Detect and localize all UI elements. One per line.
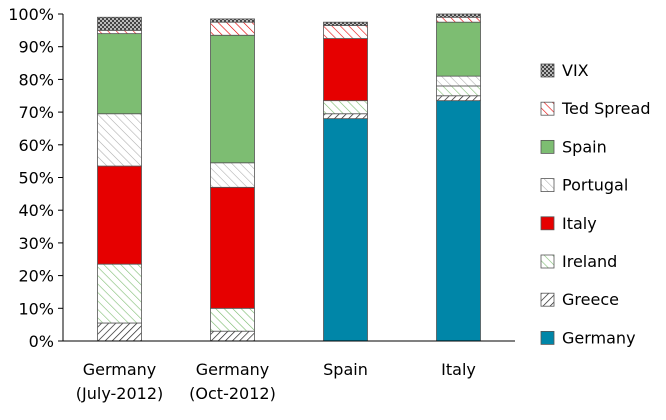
bar-segment-portugal-germany-oct-2012 (210, 162, 255, 188)
x-axis: Germany (July-2012) Germany (Oct-2012) Spain… (63, 340, 515, 403)
bar-segment-greece-italy (436, 95, 481, 102)
bar-segment-germany-italy (436, 100, 481, 342)
bar-segment-ted-spread-germany-july-2012 (97, 29, 142, 35)
x-category-label: Italy (441, 360, 476, 379)
bar-segment-ireland-italy (436, 85, 481, 97)
bar-segment-ireland-germany-oct-2012 (210, 307, 255, 332)
bar-segment-portugal-italy (436, 75, 481, 87)
x-category-label: (Oct-2012) (189, 384, 276, 403)
legend-label-ireland: Ireland (562, 252, 617, 271)
y-tick-label: 80% (18, 70, 54, 89)
y-tick-label: 10% (18, 299, 54, 318)
legend-swatch-germany (540, 330, 555, 345)
x-category-label: Germany (83, 360, 157, 379)
bar-segment-vix-italy (436, 13, 481, 18)
x-category-label: Germany (196, 360, 270, 379)
bar-segment-greece-germany-oct-2012 (210, 330, 255, 342)
bar-segment-ted-spread-italy (436, 16, 481, 23)
y-tick-label: 50% (18, 169, 54, 188)
y-tick-label: 20% (18, 267, 54, 286)
bar-segment-vix-germany-oct-2012 (210, 18, 255, 23)
x-category-label: Spain (323, 360, 368, 379)
bar-segment-spain-germany-july-2012 (97, 33, 142, 115)
legend: VIX Ted Spread Spain Portugal Italy Ireland Gr… (540, 61, 650, 347)
bar-segment-ireland-spain (323, 100, 368, 115)
x-category-label: (July-2012) (76, 384, 163, 403)
y-axis: 0% 10% 20% 30% 40% 50% 60% 70% 80% 90% 100% (8, 5, 64, 351)
bar-segment-greece-spain (323, 113, 368, 120)
y-tick-label: 70% (18, 103, 54, 122)
legend-swatch-greece (540, 292, 555, 307)
legend-swatch-italy (540, 216, 555, 231)
bar-segment-ted-spread-spain (323, 25, 368, 39)
legend-label-ted-spread: Ted Spread (561, 99, 650, 118)
y-tick-label: 30% (18, 234, 54, 253)
bar-segment-italy-spain (323, 38, 368, 102)
legend-label-italy: Italy (562, 214, 597, 233)
y-tick-label: 60% (18, 136, 54, 155)
bars (97, 13, 481, 342)
bar-segment-vix-spain (323, 21, 368, 26)
bar-segment-portugal-germany-july-2012 (97, 113, 142, 167)
bar-segment-ireland-germany-july-2012 (97, 263, 142, 324)
legend-label-greece: Greece (562, 290, 619, 309)
y-tick-label: 100% (8, 5, 54, 24)
legend-label-spain: Spain (562, 137, 607, 156)
bar-segment-spain-italy (436, 21, 481, 77)
legend-label-vix: VIX (562, 61, 589, 80)
y-tick-label: 90% (18, 38, 54, 57)
legend-swatch-portugal (540, 178, 555, 193)
legend-label-germany: Germany (562, 328, 636, 347)
y-tick-label: 40% (18, 201, 54, 220)
bar-segment-italy-germany-july-2012 (97, 165, 142, 265)
y-tick-label: 0% (29, 332, 54, 351)
legend-swatch-ireland (540, 254, 555, 269)
legend-label-portugal: Portugal (562, 176, 628, 195)
bar-segment-spain-germany-oct-2012 (210, 34, 255, 164)
bar-segment-germany-spain (323, 118, 368, 342)
bar-segment-ted-spread-germany-oct-2012 (210, 21, 255, 36)
legend-swatch-vix (540, 63, 555, 78)
bar-segment-greece-germany-july-2012 (97, 322, 142, 342)
bar-segment-vix-germany-july-2012 (97, 16, 142, 31)
bar-segment-italy-germany-oct-2012 (210, 186, 255, 309)
legend-swatch-spain (540, 139, 555, 154)
legend-swatch-ted-spread (540, 101, 555, 116)
